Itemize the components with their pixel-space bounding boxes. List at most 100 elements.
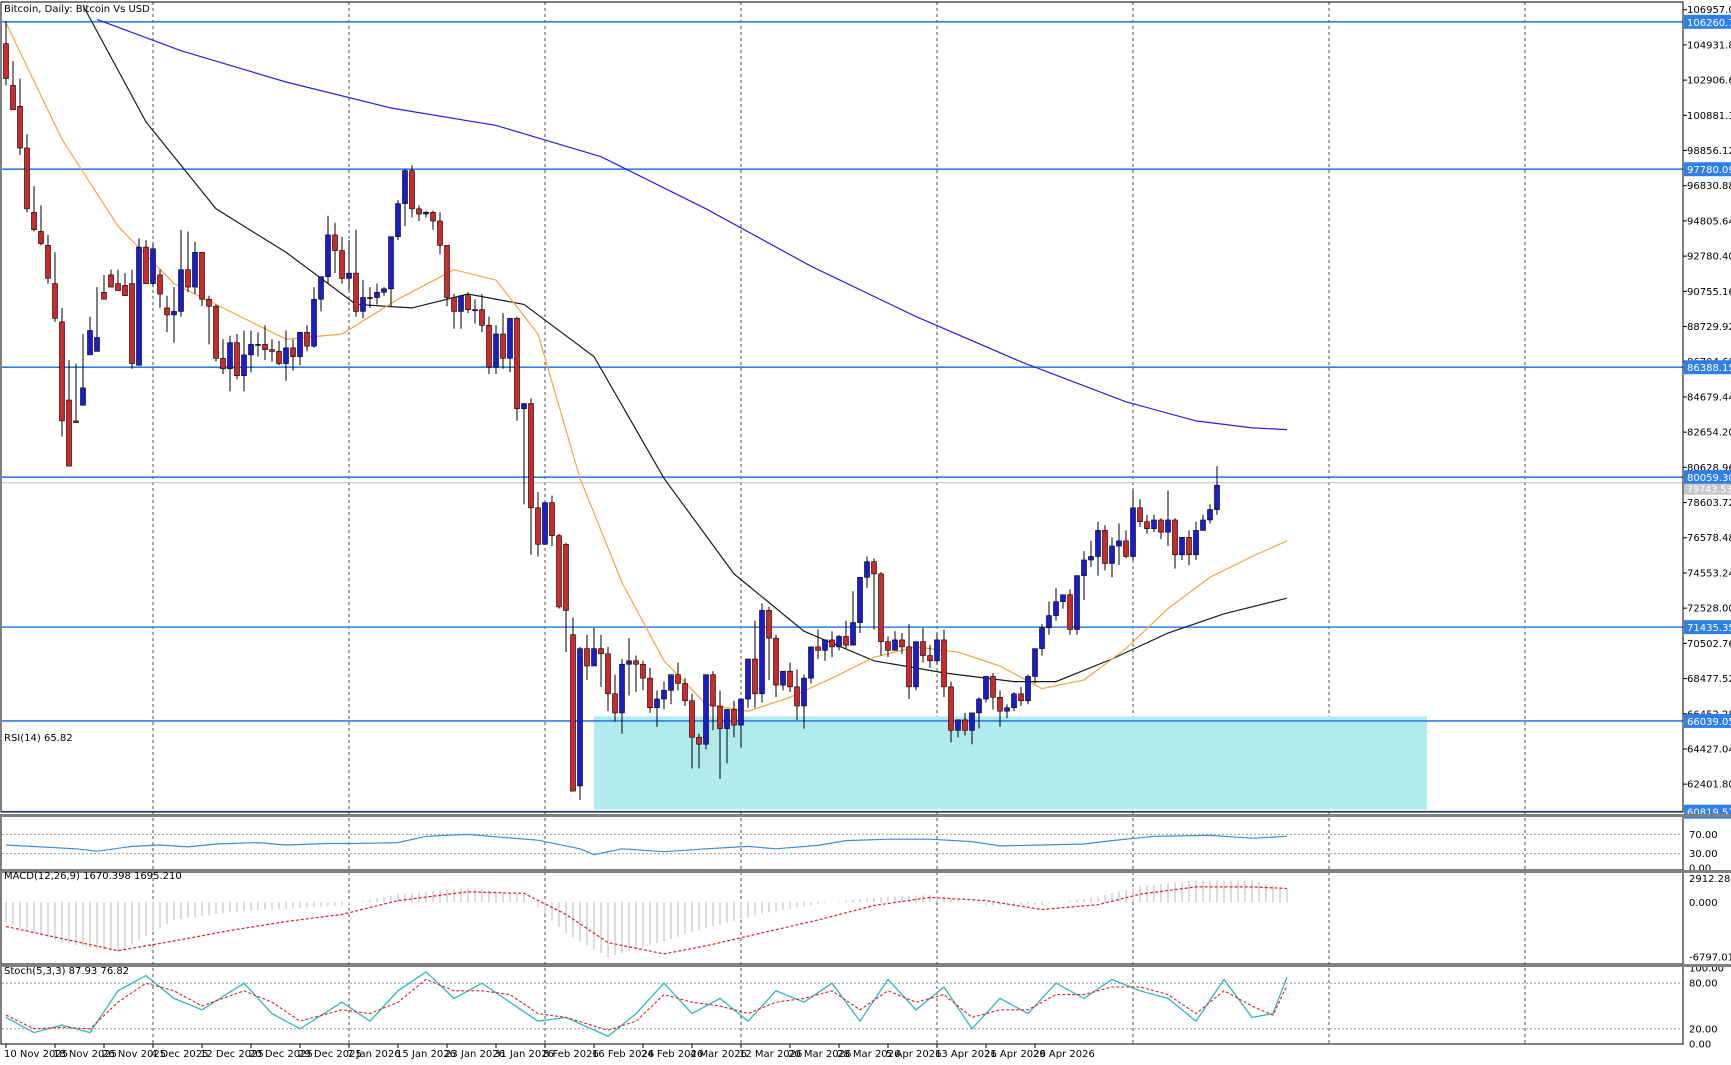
candle-body [871,561,877,575]
candle-body [1172,519,1178,556]
macd-signal-line [5,886,1288,955]
date-tick-label: 20 Mar 2026 [788,1049,851,1060]
candle-body [332,234,338,251]
candle-body [115,283,121,291]
date-tick-label: 23 Jan 2026 [445,1049,505,1060]
candle-body [388,236,394,290]
candle-body [206,298,212,307]
candle-body [514,318,520,410]
candle-body [66,399,72,467]
rsi-label: RSI(14) 65.82 [4,733,73,744]
candle-body [220,358,226,370]
candle-body [612,693,618,714]
candle-body [528,403,534,509]
candle-body [1025,676,1031,702]
date-tick-label: 8 Feb 2026 [543,1049,599,1060]
candle-body [822,639,828,651]
candle-body [829,639,835,648]
candle-body [682,683,688,702]
candle-body [1151,519,1157,529]
price-tick-label: 74553.24 [1687,568,1731,579]
level-price-box [1684,470,1731,485]
stoch-tick-label: 20.00 [1689,1024,1718,1035]
candle-body [416,208,422,215]
candle-body [717,705,723,729]
candle-body [451,297,457,312]
candle-body [1011,693,1017,709]
candle-body [885,641,891,651]
price-tick-label: 68477.52 [1687,674,1731,685]
candle-body [409,170,415,210]
price-tick-label: 100881.36 [1687,111,1731,122]
date-tick-label: 5 Apr 2026 [886,1049,941,1060]
candle-body [815,646,821,651]
candle-body [1123,540,1129,557]
candle-body [941,639,947,688]
candle-body [633,660,639,665]
candle-body [766,610,772,639]
candle-body [703,674,709,745]
candle-body [479,309,485,326]
candle-body [311,298,317,347]
price-tick-label: 94805.64 [1687,216,1731,227]
stoch-signal-line [5,978,1288,1031]
candle-body [318,276,324,300]
candle-body [976,698,982,714]
candle-body [80,387,86,406]
date-tick-label: 28 Mar 2026 [837,1049,900,1060]
candle-body [1095,530,1101,557]
candle-body [556,535,562,608]
candle-body [486,325,492,368]
price-tick-label: 88729.92 [1687,322,1731,333]
candle-body [934,639,940,662]
candle-body [136,246,142,366]
candle-body [752,658,758,695]
candle-body [52,283,58,319]
candle-body [423,212,429,215]
price-tick-label: 104931.84 [1687,40,1731,51]
level-price-box [1684,360,1731,375]
level-price-label: 60819.57 [1687,808,1731,819]
candle-body [1165,519,1171,533]
candle-body [661,690,667,700]
candle-body [94,337,100,352]
candle-body [773,637,779,686]
candle-body [542,502,548,545]
candle-body [17,105,23,149]
candle-body [157,274,163,295]
candle-body [402,170,408,204]
pane-separator [0,964,1731,967]
candle-body [45,245,51,279]
candle-body [780,670,786,686]
candle-body [262,344,268,350]
pane-separator [0,814,1731,817]
price-tick-label: 98856.12 [1687,146,1731,157]
date-tick-label: 24 Feb 2026 [641,1049,703,1060]
candle-body [948,686,954,731]
candle-body [1046,615,1052,629]
candle-body [1081,559,1087,576]
candle-body [374,291,380,298]
candles [3,21,1220,800]
candle-body [325,234,331,277]
current-price-box [1684,483,1731,495]
level-price-box [1684,14,1731,29]
candle-body [395,203,401,237]
candle-body [668,674,674,691]
candle-body [563,544,569,611]
candle-body [675,674,681,684]
date-tick-label: 20 Dec 2025 [249,1049,313,1060]
candle-body [10,85,16,111]
candle-body [1193,530,1199,556]
candle-body [59,321,65,422]
candle-body [1116,540,1122,547]
candle-body [899,639,905,648]
candle-body [1109,545,1115,564]
candle-body [983,676,989,700]
macd-tick-label: 2912.281 [1689,874,1731,885]
macd-tick-label: 0.000 [1689,898,1718,909]
price-tick-label: 82654.20 [1687,428,1731,439]
candle-body [857,577,863,623]
